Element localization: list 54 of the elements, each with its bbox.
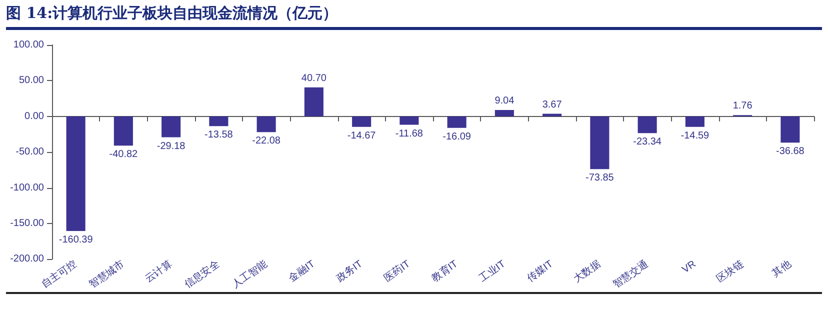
x-tick-label: 政务IT [334, 258, 365, 284]
y-tick-label: 100.00 [13, 40, 44, 50]
y-tick-label: -100.00 [10, 182, 44, 194]
x-tick-label: 教育IT [429, 258, 460, 284]
bar [685, 116, 704, 127]
y-tick-label: -50.00 [16, 146, 44, 158]
data-label: -13.58 [204, 130, 234, 141]
x-tick-label: 工业IT [477, 258, 508, 284]
x-tick-label: 智慧交通 [610, 258, 650, 291]
x-tick-label: 智慧城市 [86, 258, 127, 291]
bar [590, 116, 610, 170]
bar [209, 116, 228, 126]
data-label: -73.85 [586, 172, 614, 184]
bar [162, 116, 181, 138]
data-label: -14.67 [347, 130, 376, 142]
y-tick-label: -200.00 [10, 254, 44, 265]
bar [542, 114, 562, 116]
bar [400, 116, 419, 125]
bar [114, 116, 133, 146]
data-label: 40.70 [301, 72, 327, 84]
data-label: -11.68 [395, 128, 424, 140]
chart-title: 图 14:计算机行业子板块自由现金流情况（亿元） [6, 4, 338, 23]
y-tick-label: 50.00 [18, 75, 44, 86]
x-tick-label: 大数据 [571, 258, 603, 285]
data-label: -40.82 [109, 149, 138, 160]
x-tick-label: 传媒IT [525, 258, 556, 284]
data-label: 9.04 [494, 95, 515, 106]
bar [780, 116, 800, 143]
bar [304, 87, 324, 116]
data-label: -29.18 [156, 140, 186, 152]
bar [494, 110, 514, 116]
x-tick-label: 云计算 [142, 258, 174, 285]
data-label: -14.59 [680, 130, 710, 142]
data-label: 3.67 [542, 99, 562, 110]
x-tick-label: 金融IT [286, 258, 318, 284]
data-label: -36.68 [776, 146, 805, 158]
y-tick-label: 0.00 [24, 110, 44, 122]
x-tick-label: 区块链 [714, 258, 746, 285]
x-tick-label: VR [680, 258, 698, 276]
x-tick-label: 信息安全 [182, 258, 222, 291]
x-tick-label: 其他 [770, 258, 794, 280]
data-label: 1.76 [732, 100, 753, 112]
bar [352, 116, 372, 127]
bar [638, 116, 657, 134]
x-tick-label: 人工智能 [230, 258, 270, 291]
bar [66, 116, 86, 231]
bar [447, 116, 466, 128]
data-label: -16.09 [442, 131, 472, 142]
x-tick-label: 医药IT [382, 258, 412, 284]
bar [256, 116, 276, 132]
data-label: -23.34 [633, 136, 662, 148]
data-label: -160.39 [58, 234, 94, 246]
data-label: -22.08 [252, 136, 281, 147]
y-tick-label: -150.00 [10, 218, 44, 230]
